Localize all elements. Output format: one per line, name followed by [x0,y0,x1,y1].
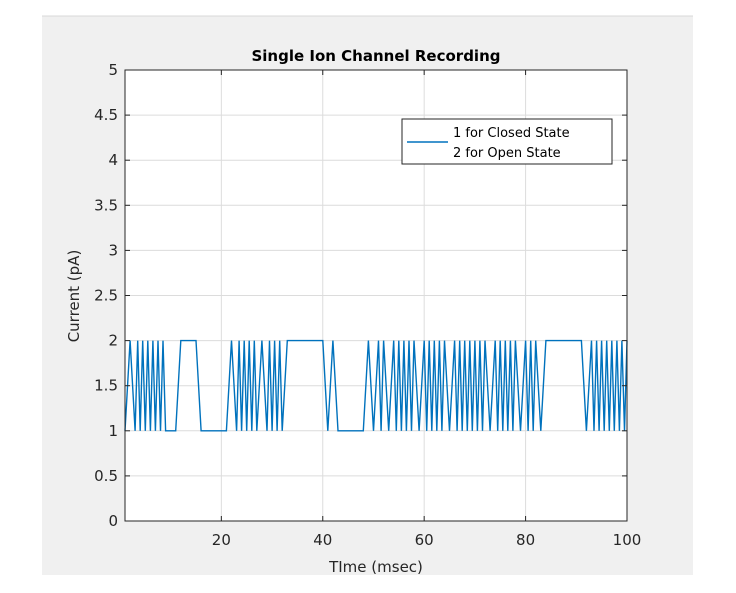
y-tick-label: 0 [108,512,118,530]
y-tick-label: 4 [108,151,118,169]
legend: 1 for Closed State 2 for Open State [401,118,613,165]
x-tick-label: 60 [415,531,434,549]
y-tick-label: 0.5 [94,467,118,485]
y-tick-label: 5 [108,61,118,79]
x-tick-labels: 20 40 60 80 100 [212,531,642,549]
y-tick-label: 3 [108,241,118,259]
y-tick-label: 4.5 [94,106,118,124]
y-tick-label: 1 [108,422,118,440]
series-line [124,339,628,432]
ticks [125,69,628,522]
legend-entry-closed: 1 for Closed State [453,126,570,141]
series-layer [124,339,628,432]
legend-entry-open: 2 for Open State [453,146,561,161]
y-tick-labels: 0 0.5 1 1.5 2 2.5 3 3.5 4 4.5 5 [94,61,118,530]
y-tick-label: 1.5 [94,377,118,395]
y-tick-label: 2 [108,332,118,350]
y-tick-label: 3.5 [94,196,118,214]
chart-title: Single Ion Channel Recording [251,47,500,65]
x-tick-label: 40 [313,531,332,549]
y-tick-label: 2.5 [94,287,118,305]
x-tick-label: 100 [613,531,642,549]
y-axis-label: Current (pA) [65,250,83,343]
x-tick-label: 20 [212,531,231,549]
x-axis-label: TIme (msec) [328,558,423,576]
x-tick-label: 80 [516,531,535,549]
